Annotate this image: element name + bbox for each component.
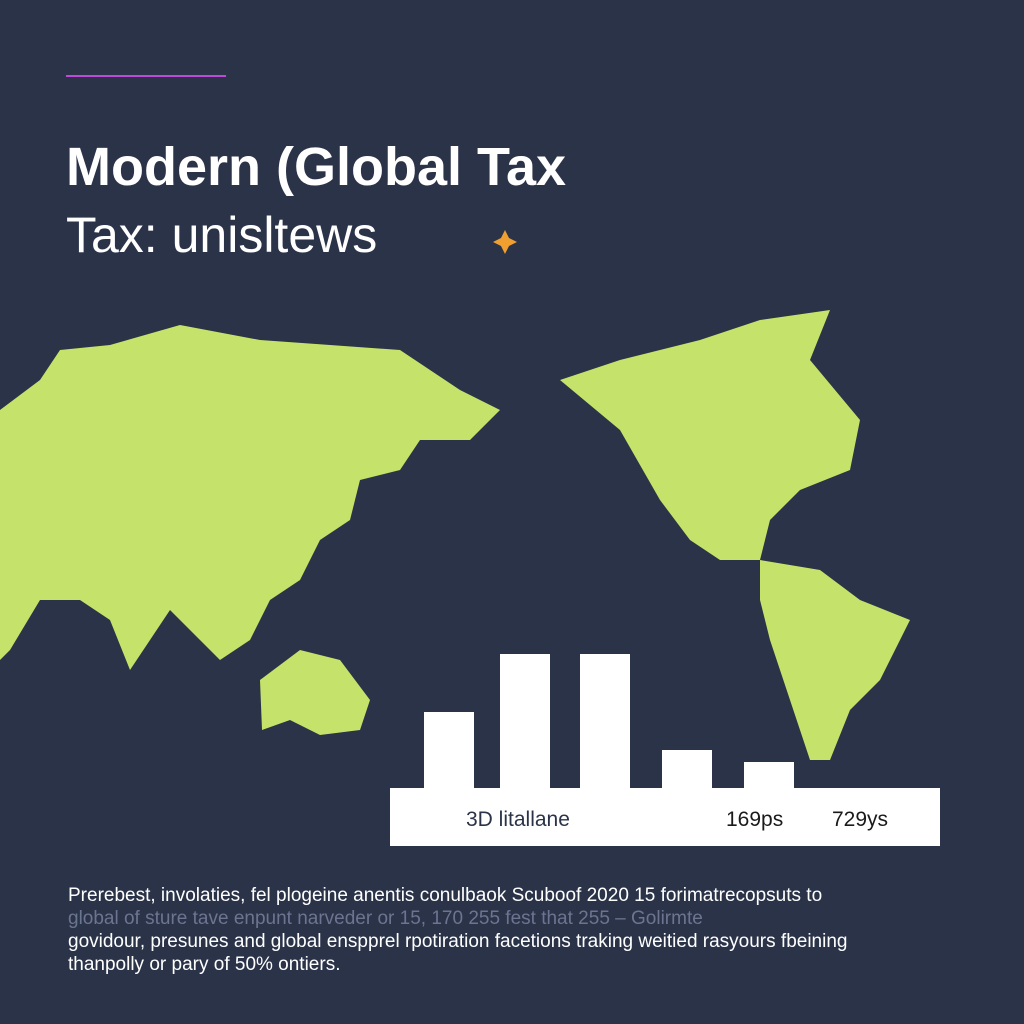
strip-stat: 169ps [726,808,783,831]
body-line: govidour, presunes and global enspprel r… [68,931,848,952]
strip-label: 3D litallane [466,808,570,831]
bar [662,750,712,790]
sparkle [493,230,517,254]
strip-stat: 729ys [832,808,888,831]
body-text: Prerebest, involaties, fel plogeine anen… [68,884,968,976]
bar [580,654,630,790]
bar [500,654,550,790]
title: Modern (Global Tax [66,137,567,197]
subtitle: Tax: unisltews [66,207,378,263]
bar [424,712,474,790]
world-map [0,310,910,760]
bar [744,762,794,790]
label-strip [390,788,940,846]
body-line: thanpolly or pary of 50% ontiers. [68,954,341,975]
body-line: Prerebest, involaties, fel plogeine anen… [68,885,823,906]
body-line: global of sture tave enpunt narveder or … [68,908,703,929]
bar-chart [424,654,794,790]
